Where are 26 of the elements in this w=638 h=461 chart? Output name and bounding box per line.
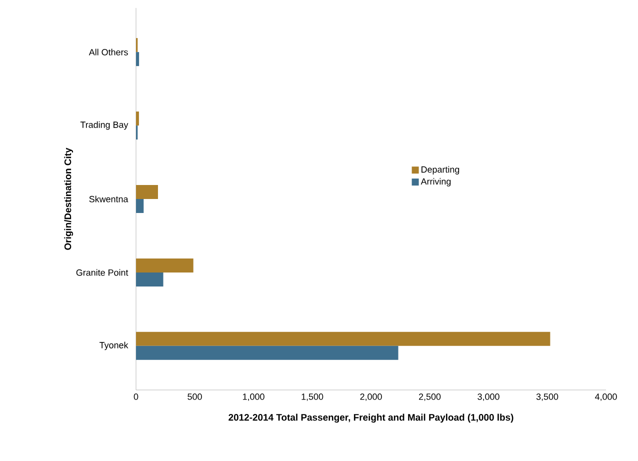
y-tick-label: Trading Bay — [80, 121, 128, 130]
legend-label: Arriving — [420, 178, 451, 186]
bar — [136, 346, 398, 360]
x-tick-label: 3,500 — [536, 394, 558, 401]
x-tick-label: 1,000 — [242, 394, 264, 401]
y-tick-label: Granite Point — [76, 269, 128, 276]
bar — [136, 258, 194, 272]
x-tick-label: 0 — [134, 394, 138, 400]
bar — [136, 112, 139, 126]
x-tick-label: 500 — [188, 394, 202, 400]
bar — [136, 52, 140, 66]
x-tick-label: 1,500 — [302, 394, 324, 401]
x-tick-label: 3,000 — [478, 394, 500, 401]
x-tick-label: 2,000 — [360, 394, 382, 401]
y-axis-title: Origin/Destination City — [64, 148, 74, 250]
x-tick-label: 4,000 — [594, 394, 617, 401]
x-tick-label: 2,500 — [418, 394, 441, 401]
x-axis-title: 2012-2014 Total Passenger, Freight and Mail Payload (1,000 lbs) — [228, 414, 514, 423]
y-tick-label: Skwentna — [89, 196, 128, 202]
bar — [136, 332, 550, 346]
y-tick-label: Tyonek — [100, 342, 128, 350]
bar — [136, 272, 164, 286]
bar — [136, 184, 158, 199]
legend-label: Departing — [422, 166, 460, 174]
y-tick-label: All Others — [88, 48, 128, 56]
bar — [136, 198, 144, 213]
